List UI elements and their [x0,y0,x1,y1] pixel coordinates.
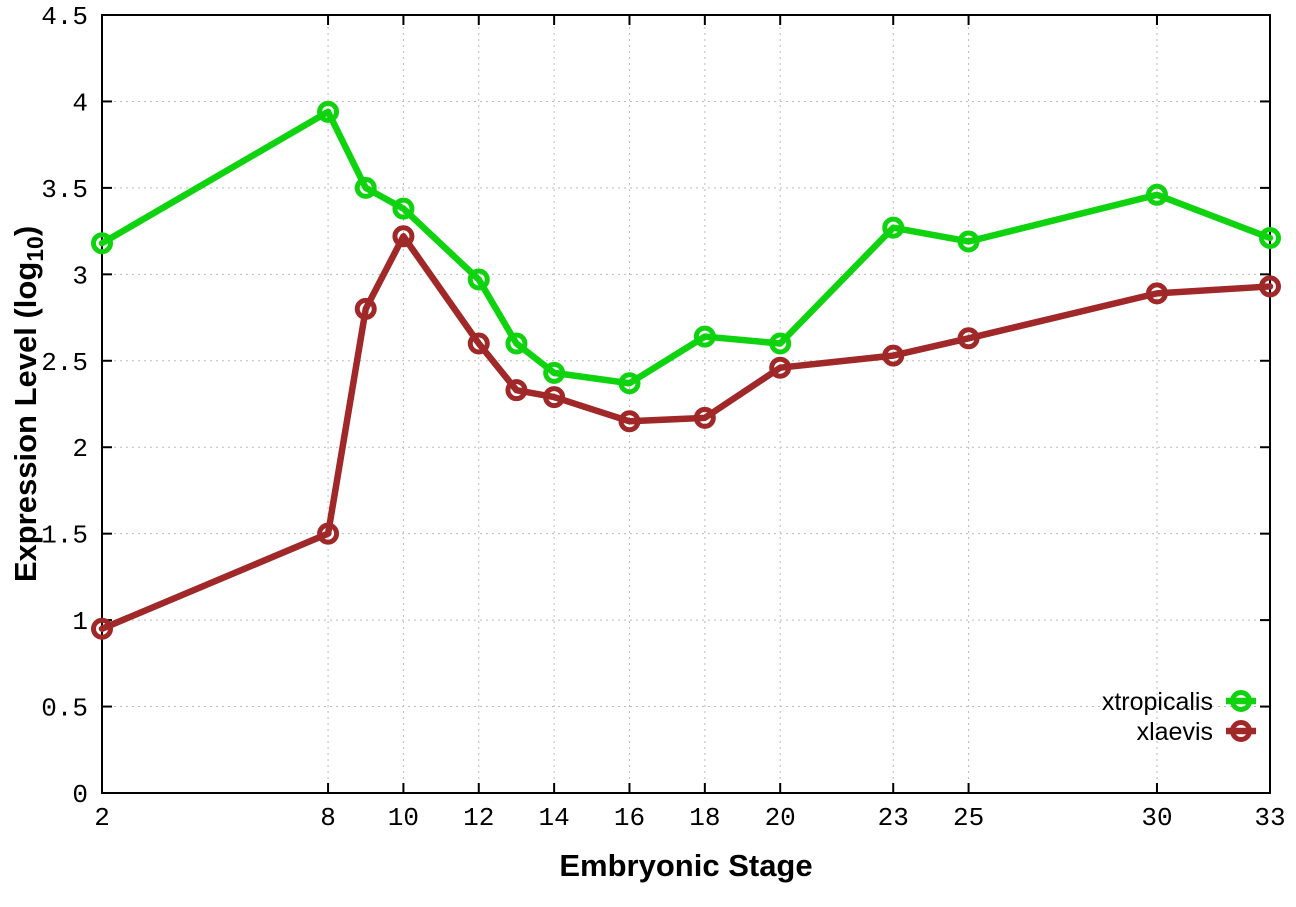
y-tick-label: 0.5 [41,694,88,724]
x-tick-label: 2 [94,803,110,833]
x-tick-label: 8 [320,803,336,833]
x-axis-title: Embryonic Stage [559,848,812,883]
data-point-xlaevis [317,522,340,545]
x-tick-label: 23 [878,803,909,833]
legend-label-xlaevis: xlaevis [1137,718,1213,746]
y-tick-label: 2 [72,434,88,464]
legend-marker-xtropicalis [1230,690,1252,712]
y-tick-label: 3.5 [41,175,88,205]
legend-marker-xlaevis [1230,720,1252,742]
data-point-xtropicalis [618,372,641,395]
data-point-xlaevis [957,327,980,350]
y-tick-label: 4.5 [41,2,88,32]
data-point-xtropicalis [354,176,377,199]
data-point-xlaevis [1259,275,1281,298]
data-point-xlaevis [1145,282,1168,305]
data-point-xtropicalis [957,230,980,253]
x-tick-label: 33 [1254,803,1285,833]
x-tick-label: 30 [1141,803,1172,833]
data-point-xlaevis [693,406,716,429]
data-point-xtropicalis [91,232,113,255]
x-tick-label: 12 [463,803,494,833]
series-line-xlaevis [98,233,1274,633]
data-point-xtropicalis [693,325,716,348]
series-xlaevis [91,225,1281,640]
data-point-xlaevis [769,356,792,379]
data-point-xtropicalis [392,197,415,220]
x-tick-label: 16 [614,803,645,833]
x-tick-label: 25 [953,803,984,833]
data-point-xtropicalis [769,332,792,355]
series-xtropicalis [91,100,1281,395]
y-tick-label: 1 [72,607,88,637]
plot-border [101,14,1271,794]
y-tick-label: 2.5 [41,348,88,378]
data-point-xlaevis [618,410,641,433]
data-point-xtropicalis [317,100,340,123]
x-tick-label: 14 [539,803,570,833]
y-axis-title: Expression Level (log10) [8,226,48,582]
data-point-xlaevis [467,332,490,355]
data-point-xlaevis [543,386,566,409]
x-tick-label: 18 [689,803,720,833]
y-tick-label: 3 [72,261,88,291]
legend-label-xtropicalis: xtropicalis [1102,688,1213,716]
data-point-xtropicalis [1259,227,1281,250]
data-point-xlaevis [882,344,905,367]
data-point-xtropicalis [505,332,528,355]
data-point-xtropicalis [543,361,566,384]
axis-ticks [101,14,1271,794]
data-point-xtropicalis [1145,183,1168,206]
data-point-xlaevis [392,225,415,248]
legend-entry-xtropicalis: xtropicalis [1102,688,1256,716]
data-point-xtropicalis [882,216,905,239]
data-point-xlaevis [91,617,113,640]
data-point-xtropicalis [467,268,490,291]
y-tick-label: 0 [72,780,88,810]
y-tick-label: 4 [72,88,88,118]
x-tick-label: 10 [388,803,419,833]
legend-entry-xlaevis: xlaevis [1137,718,1256,746]
x-tick-label: 20 [765,803,796,833]
data-point-xlaevis [354,297,377,320]
data-point-xlaevis [505,379,528,402]
y-tick-label: 1.5 [41,521,88,551]
axis-tick-labels: 2 8 10 12 14 16 18 20 23 25 30 33 0 0.5 1 1.5 2 2.5 3 3.5 4 4… [41,2,1285,833]
grid [102,15,1270,793]
